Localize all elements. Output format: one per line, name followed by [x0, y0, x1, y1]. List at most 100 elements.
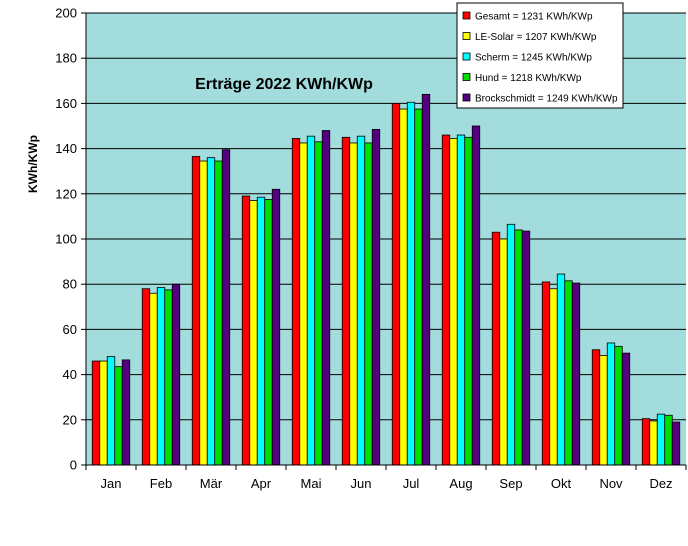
x-tick-label: Nov	[599, 476, 623, 491]
bar	[606, 342, 616, 466]
legend-swatch	[462, 93, 471, 102]
bar	[621, 352, 631, 466]
y-tick-label: 200	[55, 6, 77, 21]
legend-label: Hund = 1218 KWh/KWp	[475, 73, 582, 84]
bar	[349, 142, 358, 466]
bar	[449, 138, 458, 466]
bar	[291, 138, 301, 466]
bar	[221, 149, 231, 466]
bar	[214, 160, 223, 466]
legend-label: LE-Solar = 1207 KWh/KWp	[475, 32, 597, 43]
bar	[91, 360, 101, 466]
bar	[356, 135, 366, 466]
bar	[464, 136, 473, 466]
y-tick-label: 0	[70, 458, 77, 473]
bar	[541, 281, 551, 466]
bar	[99, 360, 108, 466]
bar	[641, 418, 651, 466]
x-tick-label: Mär	[200, 476, 223, 491]
y-tick-label: 60	[63, 322, 77, 337]
bar	[549, 288, 558, 466]
bar	[499, 238, 508, 466]
y-tick-label: 100	[55, 232, 77, 247]
bar	[456, 134, 466, 466]
legend-box	[456, 2, 624, 109]
y-tick-label: 120	[55, 186, 77, 201]
y-tick-label: 180	[55, 51, 77, 66]
bar	[471, 125, 481, 466]
legend-swatch	[462, 32, 471, 40]
bar	[441, 134, 451, 466]
x-tick-label: Jun	[351, 476, 372, 491]
bar	[506, 223, 516, 466]
bar	[141, 288, 151, 466]
y-tick-label: 160	[55, 96, 77, 111]
axes	[81, 12, 687, 470]
bar	[171, 283, 181, 466]
bar	[671, 421, 681, 466]
bar	[106, 356, 116, 466]
y-tick-label: 20	[63, 412, 77, 427]
bar	[421, 93, 431, 466]
bar	[371, 128, 381, 466]
legend: Gesamt = 1231 KWh/KWp LE-Solar = 1207 KWh…	[456, 2, 624, 109]
x-tick-label: Apr	[251, 476, 272, 491]
bar	[149, 292, 158, 466]
y-axis-label: KWh/KWp	[26, 135, 40, 193]
chart-title: Erträge 2022 KWh/KWp	[195, 76, 373, 93]
bar	[249, 200, 258, 466]
bar	[164, 289, 173, 466]
bar	[491, 231, 501, 466]
bar	[406, 101, 416, 466]
bar	[156, 287, 166, 466]
bar	[271, 188, 281, 466]
bar	[564, 280, 573, 466]
y-tick-label: 80	[63, 277, 77, 292]
bar	[306, 135, 316, 466]
x-tick-labels: Jan Feb Mär Apr Mai Jun Jul Aug Sep Okt Nov Dez	[101, 476, 673, 491]
bar	[241, 195, 251, 466]
bar	[264, 199, 273, 466]
bar	[614, 345, 623, 466]
bar	[121, 359, 131, 466]
bar	[341, 136, 351, 466]
bar	[649, 420, 658, 466]
bar	[591, 349, 601, 466]
legend-swatch	[462, 11, 471, 20]
bar	[364, 142, 373, 466]
y-tick-labels: 0 20 40 60 80 100 120 140 160 180 200	[55, 6, 77, 473]
bar	[599, 354, 608, 466]
x-tick-label: Feb	[150, 476, 172, 491]
bar	[556, 273, 566, 466]
x-tick-label: Aug	[449, 476, 472, 491]
y-tick-label: 40	[63, 367, 77, 382]
legend-label: Scherm = 1245 KWh/KWp	[475, 53, 592, 64]
x-tick-label: Jan	[101, 476, 122, 491]
bar	[256, 196, 266, 466]
legend-label: Brockschmidt = 1249 KWh/KWp	[475, 94, 618, 105]
bar	[191, 156, 201, 466]
bar	[656, 413, 666, 466]
y-tick-label: 140	[55, 141, 77, 156]
bar	[414, 108, 423, 466]
bar	[664, 414, 673, 466]
bar	[514, 229, 523, 466]
x-tick-label: Jul	[403, 476, 420, 491]
legend-label: Gesamt = 1231 KWh/KWp	[475, 12, 593, 23]
legend-swatch	[462, 73, 471, 81]
bar	[199, 160, 208, 466]
bar	[321, 130, 331, 466]
x-tick-label: Sep	[499, 476, 522, 491]
bar	[391, 103, 401, 466]
bar	[299, 142, 308, 466]
bar	[114, 366, 123, 466]
bar	[206, 157, 216, 466]
bar	[521, 230, 531, 466]
x-tick-label: Mai	[301, 476, 322, 491]
bar	[399, 108, 408, 466]
bar	[314, 141, 323, 466]
x-tick-label: Okt	[551, 476, 572, 491]
bar	[571, 282, 581, 466]
x-tick-label: Dez	[649, 476, 672, 491]
